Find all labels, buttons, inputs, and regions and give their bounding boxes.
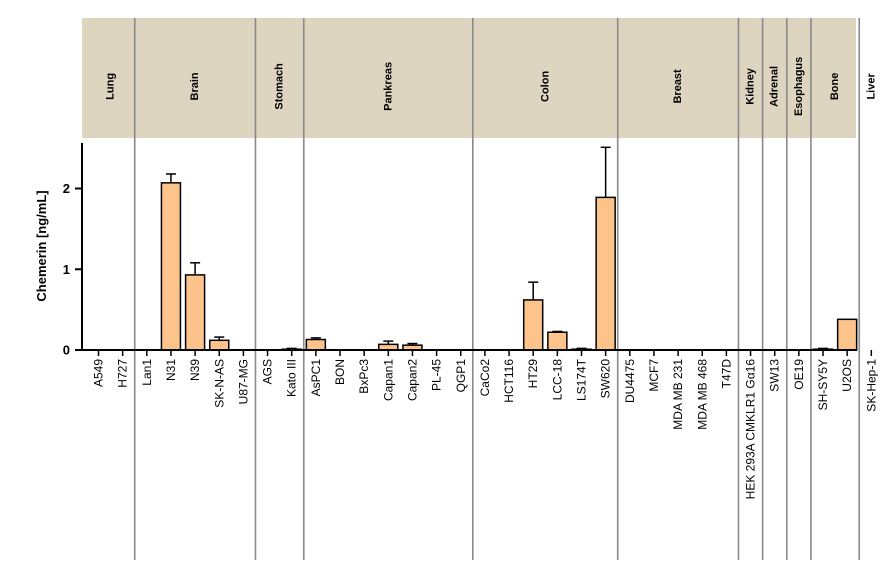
- x-tick-label-sw620: SW620: [599, 359, 613, 399]
- tissue-label-stomach: Stomach: [274, 63, 286, 110]
- x-tick-label-u87-mg: U87-MG: [236, 359, 250, 404]
- tissue-label-kidney: Kidney: [745, 67, 757, 105]
- x-tick-label-qgp1: QGP1: [454, 359, 468, 393]
- x-tick-label-caco2: CaCo2: [478, 359, 492, 397]
- x-tick-label-bxpc3: BxPc3: [357, 359, 371, 394]
- tissue-label-breast: Breast: [672, 69, 684, 104]
- y-ticks: 0 1 2: [63, 181, 82, 358]
- x-tick-label-n39: N39: [188, 359, 202, 381]
- y-tick-label: 1: [63, 262, 70, 277]
- x-tick-label-n31: N31: [164, 359, 178, 381]
- x-tick-labels: A549 H727 Lan1 N31 N39 SK-N-AS U87-MG AGS Kato I…: [92, 350, 878, 500]
- x-tick-label-t47d: T47D: [719, 359, 733, 389]
- tissue-header-band: [82, 18, 856, 138]
- tissue-label-brain: Brain: [189, 72, 201, 100]
- x-tick-label-hek-293a-cmklr1-g-16: HEK 293A CMKLR1 Gα16: [744, 359, 758, 500]
- bar-ht29: [522, 299, 544, 351]
- bar-u2os: [836, 318, 858, 351]
- tissue-label-colon: Colon: [539, 71, 551, 102]
- x-tick-label-ht29: HT29: [526, 359, 540, 389]
- x-tick-label-du4475: DU4475: [623, 359, 637, 403]
- bar-lcc-18: [547, 331, 568, 351]
- x-tick-label-capan2: Capan2: [405, 359, 419, 401]
- x-tick-label-bon: BON: [333, 359, 347, 385]
- y-tick-label: 2: [63, 181, 70, 196]
- x-tick-label-mda-mb-231: MDA MB 231: [671, 359, 685, 430]
- tissue-label-adrenal: Adrenal: [769, 66, 781, 107]
- x-tick-label-mda-mb-468: MDA MB 468: [695, 359, 709, 430]
- x-tick-label-ls174t: LS174T: [575, 358, 589, 401]
- tissue-dividers: [133, 18, 861, 560]
- tissue-labels: Lung Brain Stomach Pankreas Colon Breast Kidne…: [105, 57, 878, 116]
- x-tick-label-lcc-18: LCC-18: [550, 359, 564, 401]
- tissue-label-pankreas: Pankreas: [382, 62, 394, 111]
- x-tick-label-oe19: OE19: [792, 359, 806, 390]
- x-tick-label-pl-45: PL-45: [430, 359, 444, 391]
- axes: [81, 143, 857, 351]
- tissue-label-esophagus: Esophagus: [793, 57, 805, 116]
- y-tick-label: 0: [63, 343, 70, 358]
- tissue-label-bone: Bone: [829, 73, 841, 101]
- x-tick-label-capan1: Capan1: [381, 359, 395, 401]
- x-tick-label-aspc1: AsPC1: [309, 359, 323, 397]
- x-tick-label-ags: AGS: [261, 359, 275, 384]
- bars: [160, 146, 858, 351]
- x-tick-label-sk-hep-1: SK-Hep-1: [864, 359, 878, 412]
- x-tick-label-u2os: U2OS: [840, 359, 854, 392]
- bar-n31: [160, 182, 182, 351]
- bar-sw620: [595, 196, 616, 351]
- x-tick-label-kato-iii: Kato III: [285, 359, 299, 397]
- tissue-label-lung: Lung: [105, 73, 117, 100]
- x-tick-label-lan1: Lan1: [140, 359, 154, 386]
- x-tick-label-sk-n-as: SK-N-AS: [212, 359, 226, 408]
- x-tick-label-a549: A549: [92, 359, 106, 387]
- x-tick-label-sw13: SW13: [768, 359, 782, 392]
- bar-aspc1: [305, 338, 327, 351]
- y-axis-label: Chemerin [ng/mL]: [34, 190, 49, 301]
- x-tick-label-sh-sy5y: SH-SY5Y: [816, 359, 830, 410]
- x-tick-label-h727: H727: [116, 359, 130, 388]
- bar-n39: [184, 274, 206, 351]
- bar-sk-n-as: [209, 339, 230, 351]
- x-tick-label-mcf7: MCF7: [647, 359, 661, 392]
- x-tick-label-hct116: HCT116: [502, 359, 516, 403]
- tissue-label-liver: Liver: [865, 73, 877, 100]
